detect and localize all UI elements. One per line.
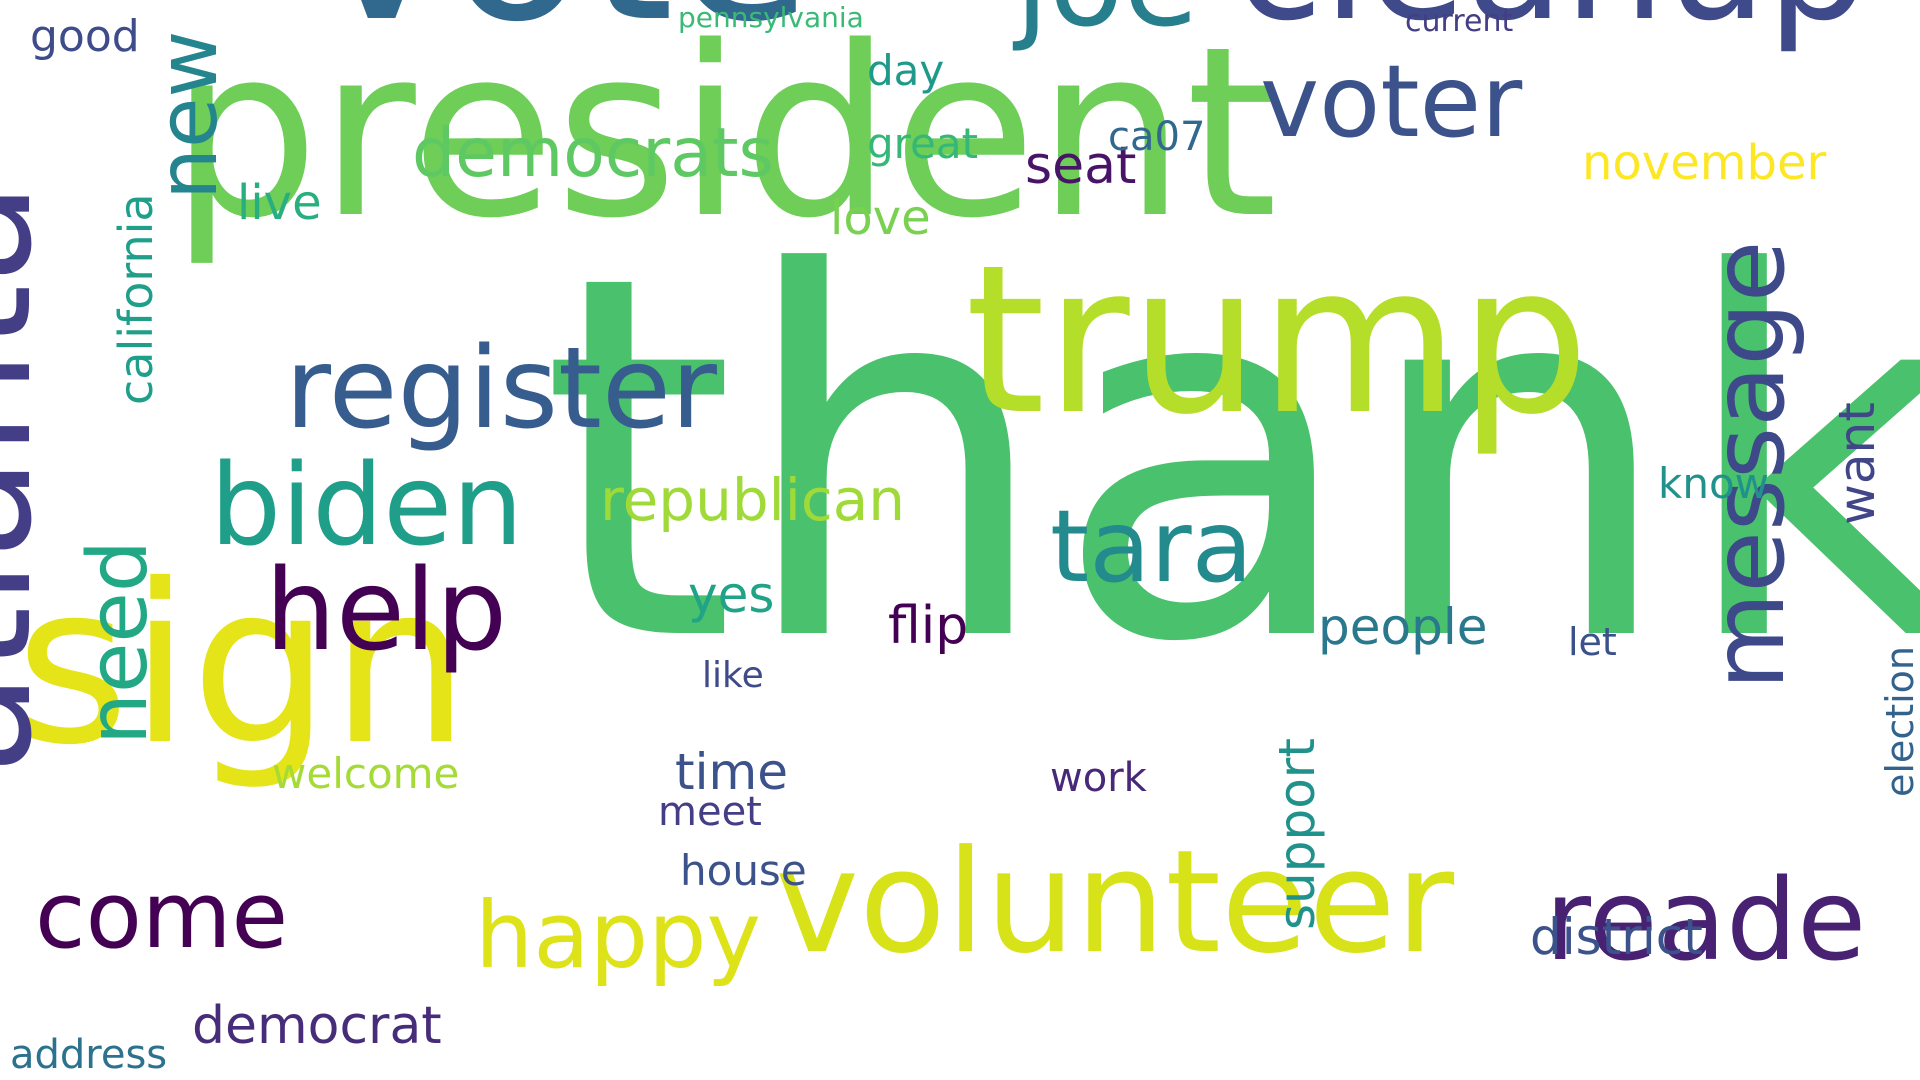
word-work: work	[1050, 754, 1147, 801]
word-people: people	[1318, 598, 1488, 656]
word-address: address	[10, 1031, 168, 1078]
word-biden: biden	[210, 440, 524, 571]
word-atlanta: atlanta	[0, 181, 70, 775]
word-trump: trump	[965, 222, 1590, 461]
word-president: president	[170, 0, 1278, 271]
word-tara: tara	[1050, 488, 1253, 605]
word-need: need	[70, 540, 166, 745]
word-great: great	[867, 119, 979, 169]
word-let: let	[1568, 620, 1617, 665]
word-volunteer: volunteer	[775, 820, 1455, 986]
word-republican: republican	[600, 465, 906, 534]
word-come: come	[35, 862, 289, 970]
word-current: current	[1405, 4, 1514, 40]
word-seat: seat	[1025, 136, 1137, 197]
word-happy: happy	[475, 882, 761, 990]
word-november: november	[1582, 134, 1827, 191]
word-flip: flip	[888, 596, 969, 657]
word-sign: sign	[15, 536, 470, 793]
word-live: live	[237, 174, 322, 231]
word-california: california	[109, 193, 164, 405]
word-day: day	[867, 46, 945, 96]
word-house: house	[680, 846, 807, 896]
word-democrats: democrats	[412, 114, 774, 194]
word-time: time	[675, 743, 788, 801]
word-joe: joe	[1015, 0, 1199, 44]
word-democrat: democrat	[192, 996, 442, 1057]
word-thank: thank	[540, 169, 1920, 751]
word-welcome: welcome	[272, 749, 460, 799]
word-cleanup: cleanup	[1235, 0, 1868, 43]
word-voter: voter	[1260, 43, 1523, 160]
word-love: love	[830, 189, 931, 246]
word-like: like	[702, 654, 764, 696]
word-register: register	[285, 323, 717, 454]
word-want: want	[1828, 402, 1886, 525]
word-election: election	[1878, 646, 1920, 797]
word-vote: vote	[315, 0, 812, 54]
word-new: new	[140, 30, 236, 201]
word-meet: meet	[658, 788, 762, 835]
word-pennsylvania: pennsylvania	[678, 0, 864, 34]
word-reade: reade	[1545, 855, 1867, 986]
word-ca07: ca07	[1108, 113, 1206, 160]
word-support: support	[1268, 738, 1326, 930]
word-district: district	[1530, 908, 1703, 966]
word-yes: yes	[688, 566, 775, 624]
word-know: know	[1658, 459, 1769, 509]
word-good: good	[30, 10, 140, 62]
word-help: help	[265, 545, 508, 676]
